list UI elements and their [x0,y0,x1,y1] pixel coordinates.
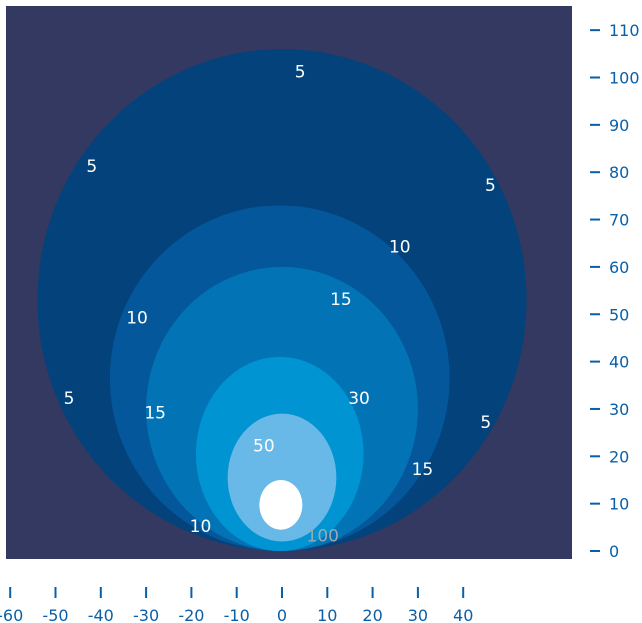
y-tick-label: 70 [609,211,629,230]
x-tick-label: -10 [224,606,250,623]
contour-label: 50 [253,437,275,457]
contour-label: 30 [348,389,370,409]
contour-label: 5 [480,413,491,433]
x-tick-label: 0 [277,606,287,623]
x-tick-label: 40 [453,606,473,623]
x-tick-label: -40 [88,606,114,623]
contour-label: 5 [86,157,97,177]
y-tick-label: 100 [609,69,640,88]
contour-label: 5 [485,176,496,196]
y-tick-label: 90 [609,116,629,135]
contour-label: 5 [64,389,75,409]
y-tick-label: 10 [609,495,629,514]
contour-label: 15 [412,460,434,480]
contour-label: 15 [330,290,352,310]
y-tick-label: 80 [609,163,629,182]
contour-label: 15 [144,403,166,423]
contour-label: 100 [307,527,339,547]
contour-label: 5 [295,63,306,83]
y-tick-label: 20 [609,447,629,466]
y-tick-label: 110 [609,21,640,40]
x-tick-label: 20 [362,606,382,623]
x-tick-label: -50 [42,606,68,623]
x-tick-label: 10 [317,606,337,623]
contour-level-100 [259,479,303,530]
contour-group [37,49,527,552]
contour-label: 10 [126,309,148,329]
x-axis: -60 -50 -40 -30 -20 -10 0 10 20 30 40 [0,587,473,623]
x-tick-label: 30 [408,606,428,623]
y-tick-label: 30 [609,400,629,419]
y-tick-label: 50 [609,305,629,324]
contour-label: 10 [190,517,212,537]
y-tick-label: 60 [609,258,629,277]
y-tick-label: 40 [609,353,629,372]
x-tick-label: -60 [0,606,23,623]
contour-label: 10 [389,238,411,258]
x-tick-label: -30 [133,606,159,623]
contour-level-50 [227,413,337,542]
y-axis: 0 10 20 30 40 50 60 70 80 90 100 110 [590,21,640,561]
y-tick-label: 0 [609,542,619,561]
contour-label-group: 5 5 5 5 5 10 10 10 15 15 15 30 50 100 [64,63,496,547]
x-tick-label: -20 [178,606,204,623]
